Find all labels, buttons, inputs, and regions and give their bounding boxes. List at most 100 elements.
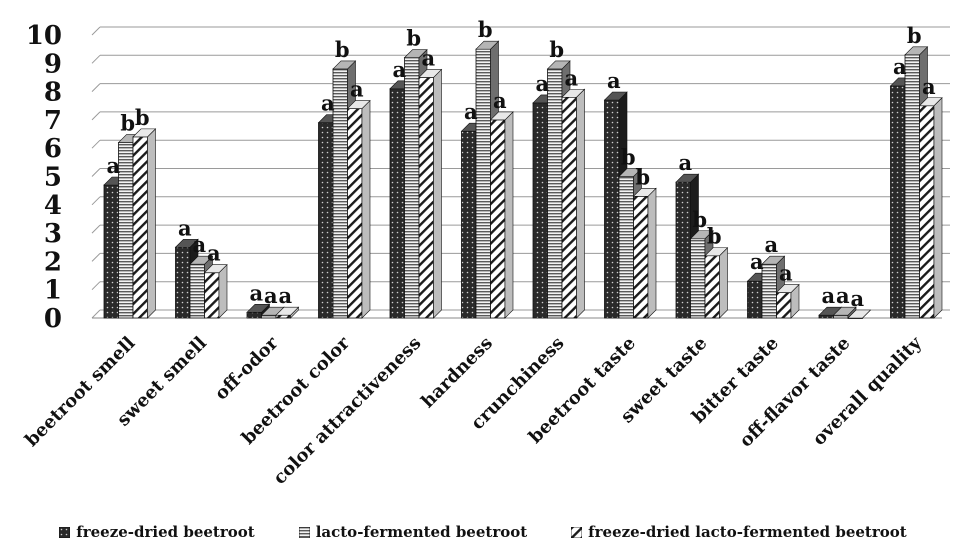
bar bbox=[675, 181, 691, 319]
y-tick-label: 2 bbox=[44, 247, 62, 277]
significance-letter: a bbox=[278, 283, 292, 308]
significance-letter: a bbox=[678, 150, 692, 175]
legend-item-freeze-dried: freeze-dried beetroot bbox=[59, 523, 255, 541]
significance-letter: a bbox=[249, 280, 263, 305]
bar-top bbox=[603, 91, 628, 101]
bar bbox=[175, 246, 191, 319]
significance-letter: b bbox=[406, 26, 421, 51]
y-tick-label: 4 bbox=[44, 191, 62, 221]
y-tick-label: 10 bbox=[26, 21, 62, 51]
bar bbox=[776, 292, 792, 319]
significance-letter: b bbox=[549, 37, 564, 62]
bar bbox=[904, 54, 920, 319]
bar bbox=[618, 176, 634, 319]
significance-letter: a bbox=[264, 283, 278, 308]
legend-swatch-diagonal bbox=[571, 526, 583, 538]
bar bbox=[404, 57, 420, 319]
bar-top bbox=[246, 304, 271, 313]
significance-letter: b bbox=[635, 164, 650, 189]
bar-top bbox=[561, 88, 586, 98]
significance-letter: b bbox=[707, 224, 722, 249]
significance-letter: a bbox=[392, 57, 406, 82]
significance-letter: b bbox=[335, 37, 350, 62]
significance-letter: a bbox=[178, 215, 192, 240]
bar-top bbox=[132, 128, 157, 138]
bar bbox=[919, 105, 935, 319]
significance-letter: a bbox=[607, 68, 621, 93]
bar-top bbox=[618, 168, 643, 177]
gridline-depth bbox=[91, 83, 101, 92]
bar bbox=[418, 77, 434, 319]
y-tick-label: 9 bbox=[44, 49, 62, 79]
bar-top bbox=[275, 306, 300, 316]
bar bbox=[118, 142, 134, 319]
bar-top bbox=[203, 264, 228, 274]
bar-top bbox=[418, 69, 443, 78]
bar-side bbox=[218, 263, 228, 319]
significance-letter: a bbox=[893, 54, 907, 79]
y-tick-label: 7 bbox=[44, 106, 62, 136]
bar-side bbox=[647, 187, 657, 319]
bar bbox=[332, 68, 348, 319]
bar-side bbox=[433, 68, 442, 319]
significance-letter: a bbox=[922, 74, 936, 99]
significance-letter: a bbox=[493, 88, 507, 113]
legend-swatch-lines bbox=[298, 526, 310, 538]
legend-label: freeze-dried lacto-fermented beetroot bbox=[588, 523, 907, 541]
significance-letter: a bbox=[535, 71, 549, 96]
bar-top bbox=[632, 188, 657, 197]
gridline-depth bbox=[91, 139, 101, 149]
significance-letter: a bbox=[779, 261, 793, 286]
significance-letter: b bbox=[907, 23, 922, 48]
category-label: color attractiveness bbox=[269, 333, 425, 489]
bar bbox=[389, 88, 405, 319]
bar-top bbox=[174, 238, 199, 248]
gridline-depth bbox=[91, 168, 101, 177]
y-tick-label: 8 bbox=[44, 78, 62, 108]
legend: freeze-dried beetroot lacto-fermented be… bbox=[0, 520, 966, 544]
legend-label: lacto-fermented beetroot bbox=[315, 523, 528, 541]
bar-top bbox=[403, 49, 428, 58]
gridline-depth bbox=[91, 253, 101, 262]
bar-side bbox=[361, 99, 371, 319]
bar bbox=[246, 311, 262, 319]
significance-letter: a bbox=[764, 232, 778, 257]
bar-top bbox=[332, 60, 357, 70]
bar-top bbox=[918, 97, 943, 107]
legend-item-freeze-dried-lacto-fermented: freeze-dried lacto-fermented beetroot bbox=[571, 523, 907, 541]
y-tick-label: 5 bbox=[44, 163, 62, 193]
bar bbox=[633, 195, 649, 319]
bar bbox=[189, 263, 205, 319]
significance-letter: a bbox=[836, 283, 850, 308]
bar-top bbox=[904, 46, 929, 56]
significance-letter: a bbox=[750, 249, 764, 274]
bar bbox=[275, 314, 291, 319]
bar-top bbox=[832, 306, 857, 316]
bar bbox=[461, 130, 477, 319]
bar bbox=[490, 119, 506, 319]
significance-letter: a bbox=[192, 232, 206, 257]
gridline-depth bbox=[91, 26, 101, 36]
bar bbox=[890, 85, 906, 319]
significance-letter: a bbox=[464, 99, 478, 124]
bar bbox=[833, 314, 849, 319]
bar-side bbox=[147, 128, 156, 319]
gridline-depth bbox=[91, 196, 101, 206]
bars bbox=[103, 40, 943, 319]
bar bbox=[532, 102, 548, 319]
bar-top bbox=[546, 60, 571, 70]
bar bbox=[103, 184, 119, 319]
significance-letter: b bbox=[621, 145, 636, 170]
legend-label: freeze-dried beetroot bbox=[76, 523, 255, 541]
bar-top bbox=[775, 284, 800, 293]
bar bbox=[475, 48, 491, 319]
bar bbox=[318, 122, 334, 319]
significance-letter: a bbox=[564, 65, 578, 90]
bar bbox=[818, 314, 834, 319]
bar-top bbox=[689, 230, 714, 240]
bar-side bbox=[933, 97, 943, 319]
bar-top bbox=[675, 173, 700, 183]
y-tick-label: 6 bbox=[44, 134, 62, 164]
